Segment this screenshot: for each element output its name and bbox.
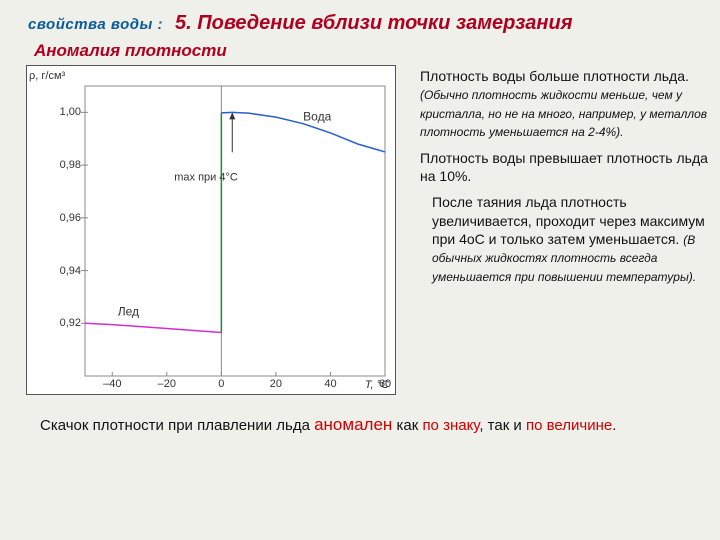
- para2: Плотность воды превышает плотность льда …: [420, 149, 708, 185]
- properties-label: свойства воды :: [28, 16, 163, 33]
- footer-e: по величине: [526, 417, 612, 434]
- svg-text:max при 4°C: max при 4°C: [174, 171, 238, 183]
- x-tick: –20: [158, 378, 176, 390]
- footer-c: по знаку: [422, 417, 479, 434]
- para1-main: Плотность воды больше плотности льда.: [420, 68, 689, 84]
- x-tick: 40: [324, 378, 336, 390]
- footer-f: .: [612, 417, 616, 434]
- x-tick: 0: [218, 378, 224, 390]
- y-tick: 0,92: [51, 317, 81, 329]
- footer-text: Скачок плотности при плавлении льда аном…: [0, 395, 720, 437]
- svg-text:Вода: Вода: [303, 109, 331, 123]
- y-tick: 0,98: [51, 159, 81, 171]
- footer-d: , так и: [479, 417, 526, 434]
- main-title: 5. Поведение вблизи точки замерзания: [175, 12, 573, 35]
- x-tick: 20: [270, 378, 282, 390]
- description-text: Плотность воды больше плотности льда. (О…: [420, 65, 708, 395]
- footer-a: Скачок плотности при плавлении льда: [40, 417, 314, 434]
- footer-anom: аномален: [314, 415, 392, 434]
- para3-main: После таяния льда плотность увеличиваетс…: [432, 194, 705, 246]
- x-tick: 60: [379, 378, 391, 390]
- svg-text:Лед: Лед: [118, 304, 139, 318]
- density-chart: ρ, г/см³ T, °C ВодаЛедmax при 4°C 0,920,…: [26, 65, 396, 395]
- y-tick: 0,94: [51, 265, 81, 277]
- x-tick: –40: [103, 378, 121, 390]
- subtitle: Аномалия плотности: [0, 35, 720, 61]
- y-tick: 1,00: [51, 106, 81, 118]
- para1-note: (Обычно плотность жидкости меньше, чем у…: [420, 88, 707, 139]
- y-axis-label: ρ, г/см³: [29, 70, 65, 82]
- y-tick: 0,96: [51, 212, 81, 224]
- footer-b: как: [392, 417, 422, 434]
